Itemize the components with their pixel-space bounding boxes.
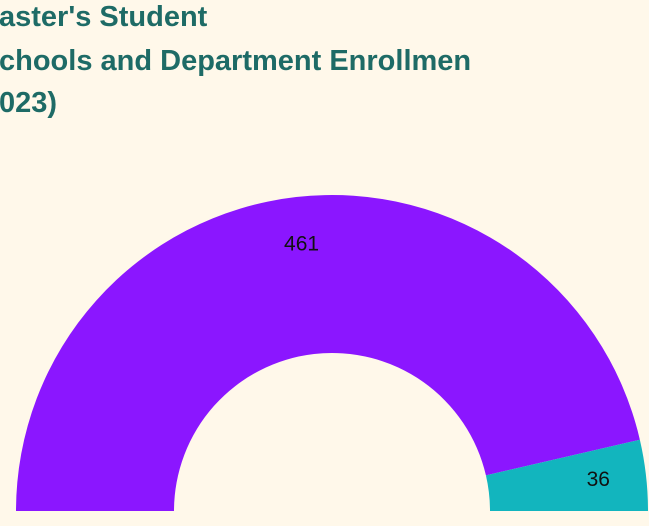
value-label: 461 bbox=[284, 232, 319, 255]
value-label: 36 bbox=[587, 468, 610, 491]
donut-slice bbox=[485, 439, 648, 511]
chart-title: chools and Department Enrollmen bbox=[0, 45, 471, 77]
chart-title: 023) bbox=[0, 87, 57, 119]
donut-slice bbox=[16, 194, 640, 511]
chart-title: aster's Student bbox=[0, 1, 208, 33]
